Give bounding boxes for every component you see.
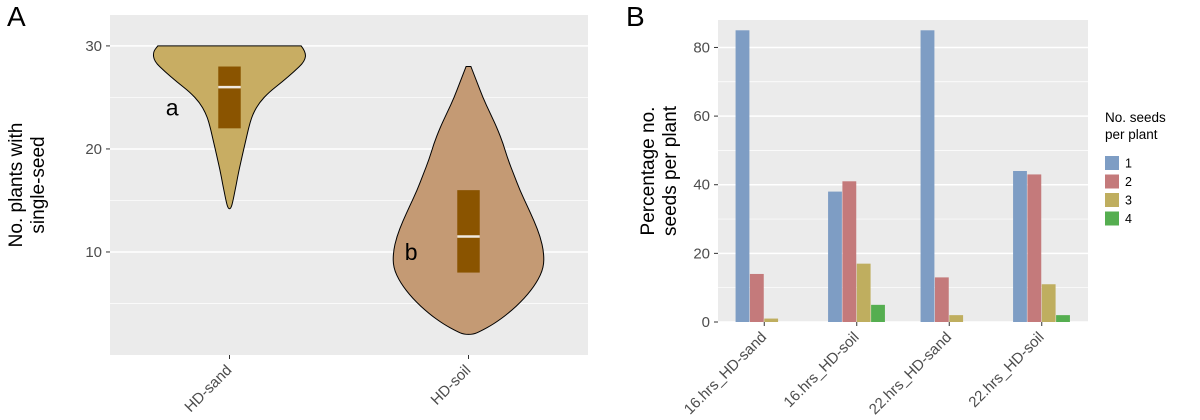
- y-axis-title: Percentage no.seeds per plant: [638, 105, 681, 236]
- y-tick-label: 20: [693, 245, 710, 262]
- boxplot-HD-soil: [457, 190, 480, 273]
- bar-22.hrs_HD-sand-seeds2: [934, 277, 949, 322]
- legend-label: 1: [1125, 157, 1132, 171]
- y-tick-label: 30: [85, 38, 102, 55]
- y-tick-label: 40: [693, 177, 710, 194]
- legend-swatch-4: [1105, 211, 1119, 226]
- bar-22.hrs_HD-soil-seeds1: [1013, 171, 1027, 322]
- legend-label: 2: [1125, 175, 1132, 189]
- y-tick-label: 60: [693, 108, 710, 125]
- panel-a-label: A: [7, 1, 26, 32]
- panel-b-label: B: [626, 1, 645, 32]
- bar-16.hrs_HD-soil-seeds4: [871, 304, 885, 322]
- y-tick-label: 80: [693, 39, 710, 56]
- bar-22.hrs_HD-sand-seeds1: [920, 30, 935, 323]
- bar-22.hrs_HD-soil-seeds4: [1056, 315, 1070, 322]
- y-tick-label: 20: [85, 141, 102, 158]
- x-tick-label: 22.hrs_HD-soil: [965, 329, 1047, 411]
- bar-22.hrs_HD-soil-seeds2: [1027, 174, 1042, 322]
- legend-swatch-3: [1105, 193, 1119, 207]
- bar-16.hrs_HD-sand-seeds2: [749, 273, 764, 322]
- x-tick-label: HD-soil: [428, 362, 475, 409]
- legend-label: 4: [1125, 212, 1132, 226]
- x-tick-label: HD-sand: [181, 362, 235, 416]
- violin-plot-panel: 10 20 30 a b HD-sand HD-soil No. plants withsin…: [6, 15, 588, 416]
- legend-label: 3: [1125, 194, 1132, 208]
- significance-letter: a: [166, 95, 179, 121]
- legend-title: No. seeds: [1105, 110, 1166, 125]
- legend-title: per plant: [1105, 127, 1158, 142]
- bar-16.hrs_HD-soil-seeds3: [856, 263, 871, 322]
- x-tick-label: 22.hrs_HD-sand: [866, 329, 955, 418]
- bar-16.hrs_HD-sand-seeds1: [735, 30, 750, 323]
- x-tick-label: 16.hrs_HD-sand: [681, 329, 770, 418]
- bar-22.hrs_HD-sand-seeds3: [949, 315, 964, 322]
- y-axis-title: No. plants withsingle-seed: [6, 123, 49, 248]
- significance-letter: b: [405, 239, 418, 265]
- x-tick-label: 16.hrs_HD-soil: [780, 329, 862, 411]
- y-tick-label: 10: [85, 244, 102, 261]
- bar-16.hrs_HD-soil-seeds1: [828, 191, 842, 322]
- y-tick-label: 0: [702, 314, 710, 331]
- bar-16.hrs_HD-soil-seeds2: [842, 181, 857, 322]
- legend-swatch-2: [1105, 174, 1119, 189]
- boxplot-HD-sand: [218, 66, 241, 129]
- bar-22.hrs_HD-soil-seeds3: [1041, 284, 1056, 322]
- bar-16.hrs_HD-sand-seeds3: [764, 318, 779, 322]
- legend-swatch-1: [1105, 156, 1119, 170]
